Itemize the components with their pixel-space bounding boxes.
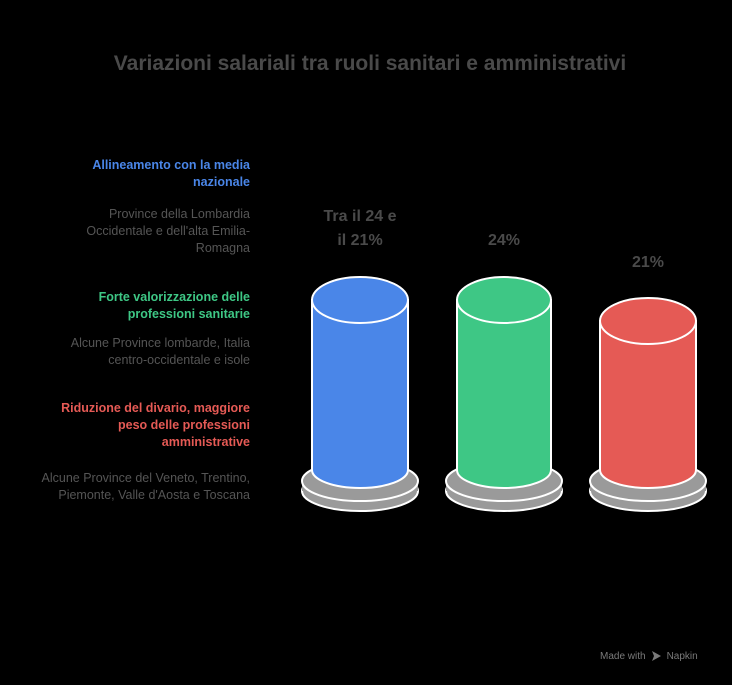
made-with-napkin: Made with Napkin <box>600 650 698 662</box>
legend-description: Alcune Province lombarde, Italia centro-… <box>70 336 250 367</box>
legend-description: Province della Lombardia Occidentale e d… <box>86 207 250 255</box>
legend-description: Alcune Province del Veneto, Trentino, Pi… <box>41 471 250 502</box>
chart-title: Variazioni salariali tra ruoli sanitari … <box>113 52 627 75</box>
legend-item-alignment: Allineamento con la media nazionale Prov… <box>40 157 250 257</box>
made-with-text: Made with <box>600 650 646 662</box>
napkin-logo-icon <box>651 651 661 661</box>
bar-label-red: 21% <box>588 251 708 275</box>
legend-heading: Allineamento con la media nazionale <box>92 158 250 189</box>
bar-label-line: 24% <box>487 232 521 249</box>
bar-label-green: 24% <box>444 229 564 253</box>
legend-item-gap-reduction: Riduzione del divario, maggiore peso del… <box>30 400 250 504</box>
cylinder-red <box>589 297 707 512</box>
bar-label-line: Tra il 24 e <box>323 208 397 225</box>
bar-label-line: 21% <box>631 254 665 271</box>
legend-heading: Forte valorizzazione delle professioni s… <box>98 290 250 321</box>
napkin-brand-text: Napkin <box>666 650 698 662</box>
cylinder-green <box>445 276 563 512</box>
bar-label-blue: Tra il 24 e il 21% <box>300 205 420 253</box>
bar-label-line: il 21% <box>337 232 383 249</box>
legend-heading: Riduzione del divario, maggiore peso del… <box>61 401 250 449</box>
legend-item-healthcare: Forte valorizzazione delle professioni s… <box>40 289 250 369</box>
cylinder-blue <box>301 276 419 512</box>
